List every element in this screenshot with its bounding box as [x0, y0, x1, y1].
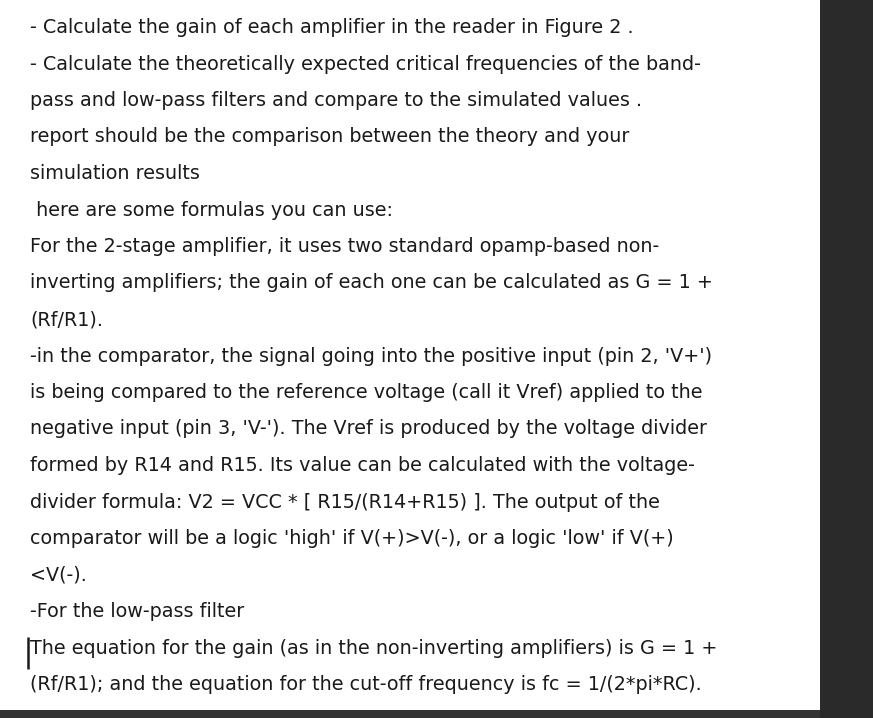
Text: (Rf/R1).: (Rf/R1). [30, 310, 103, 329]
Text: negative input (pin 3, 'V-'). The Vref is produced by the voltage divider: negative input (pin 3, 'V-'). The Vref i… [30, 419, 707, 439]
Text: - Calculate the theoretically expected critical frequencies of the band-: - Calculate the theoretically expected c… [30, 55, 701, 73]
Text: - Calculate the gain of each amplifier in the reader in Figure 2 .: - Calculate the gain of each amplifier i… [30, 18, 634, 37]
Text: The equation for the gain (as in the non-inverting amplifiers) is G = 1 +: The equation for the gain (as in the non… [30, 638, 718, 658]
Text: -in the comparator, the signal going into the positive input (pin 2, 'V+'): -in the comparator, the signal going int… [30, 347, 712, 365]
Bar [820, 0, 873, 718]
Bar [0, 710, 820, 718]
Text: report should be the comparison between the theory and your: report should be the comparison between … [30, 128, 629, 146]
Text: <V(-).: <V(-). [30, 566, 87, 584]
Text: pass and low-pass filters and compare to the simulated values .: pass and low-pass filters and compare to… [30, 91, 643, 110]
Text: here are some formulas you can use:: here are some formulas you can use: [30, 200, 393, 220]
Text: (Rf/R1); and the equation for the cut-off frequency is fc = 1/(2*pi*RC).: (Rf/R1); and the equation for the cut-of… [30, 675, 702, 694]
Text: formed by R14 and R15. Its value can be calculated with the voltage-: formed by R14 and R15. Its value can be … [30, 456, 695, 475]
Text: For the 2-stage amplifier, it uses two standard opamp-based non-: For the 2-stage amplifier, it uses two s… [30, 237, 659, 256]
Text: is being compared to the reference voltage (call it Vref) applied to the: is being compared to the reference volta… [30, 383, 703, 402]
Text: comparator will be a logic 'high' if V(+)>V(-), or a logic 'low' if V(+): comparator will be a logic 'high' if V(+… [30, 529, 674, 548]
Text: inverting amplifiers; the gain of each one can be calculated as G = 1 +: inverting amplifiers; the gain of each o… [30, 274, 713, 292]
Text: simulation results: simulation results [30, 164, 200, 183]
Text: divider formula: V2 = VCC * [ R15/(R14+R15) ]. The output of the: divider formula: V2 = VCC * [ R15/(R14+R… [30, 493, 660, 511]
Text: -For the low-pass filter: -For the low-pass filter [30, 602, 244, 621]
